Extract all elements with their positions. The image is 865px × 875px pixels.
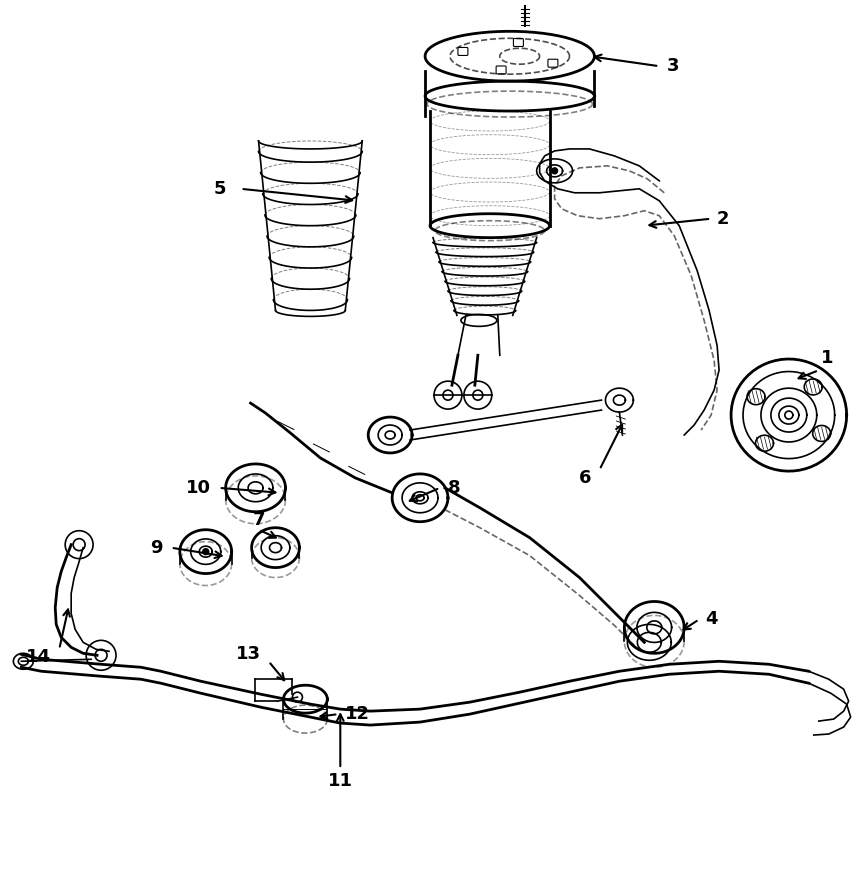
Text: 7: 7 (253, 511, 265, 528)
Text: 10: 10 (186, 479, 211, 497)
Circle shape (552, 168, 558, 174)
FancyBboxPatch shape (548, 60, 558, 67)
Text: 2: 2 (717, 210, 729, 228)
Text: 6: 6 (579, 469, 592, 486)
FancyBboxPatch shape (514, 38, 523, 46)
Text: 1: 1 (821, 349, 833, 367)
Text: 12: 12 (345, 705, 370, 723)
FancyBboxPatch shape (458, 47, 468, 55)
Text: 4: 4 (705, 611, 718, 628)
Text: 5: 5 (213, 179, 226, 198)
FancyBboxPatch shape (497, 66, 506, 74)
Circle shape (202, 549, 208, 555)
Text: 14: 14 (26, 648, 51, 666)
Text: 9: 9 (151, 539, 163, 556)
Text: 11: 11 (328, 772, 353, 790)
Text: 8: 8 (448, 479, 460, 497)
Text: 3: 3 (667, 57, 680, 75)
Text: 13: 13 (235, 645, 260, 663)
